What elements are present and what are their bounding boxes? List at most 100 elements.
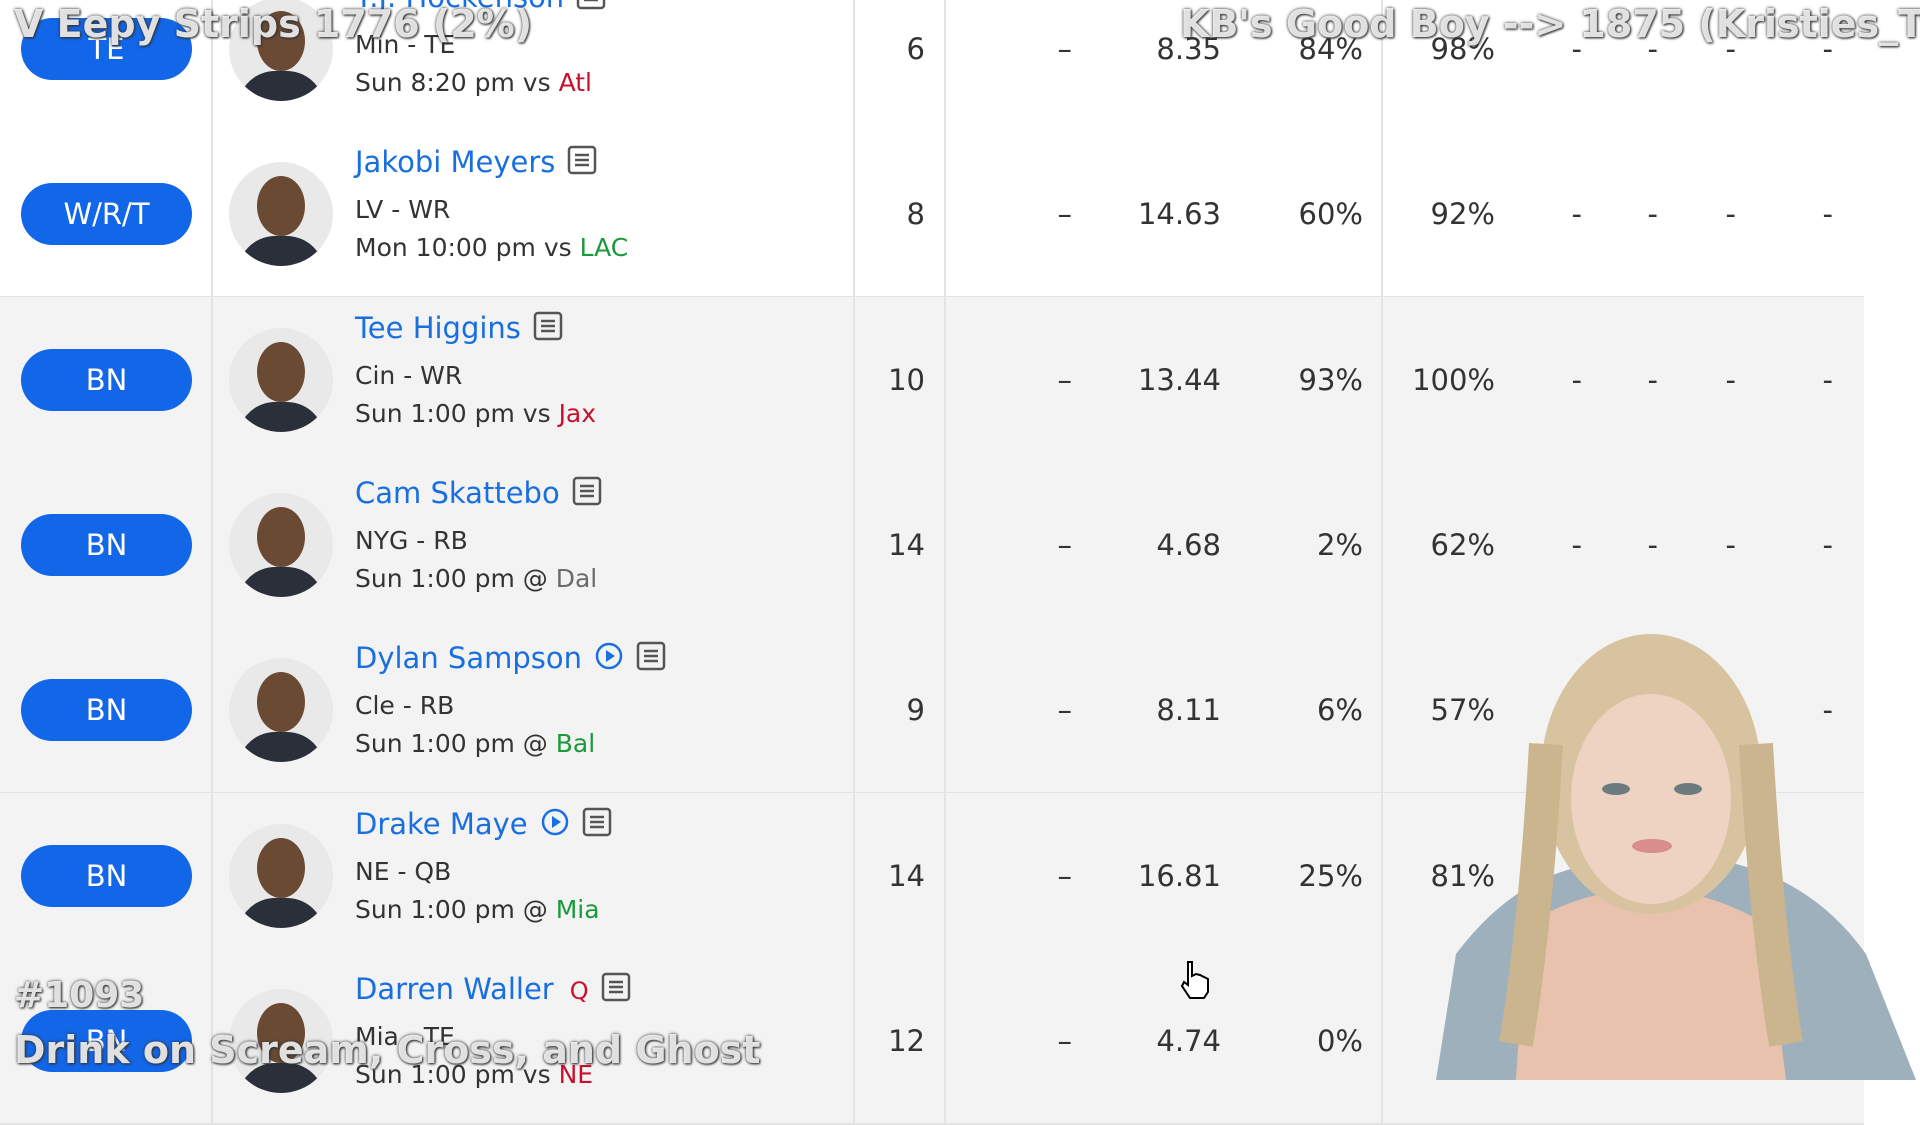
player-name[interactable]: Jakobi Meyers (355, 145, 556, 179)
percent-start: 93% (1298, 363, 1363, 397)
placeholder: – (1057, 528, 1073, 562)
player-name[interactable]: Drake Maye (355, 807, 528, 841)
percent-rostered: 92% (1430, 197, 1495, 231)
slot-button[interactable]: W/R/T (21, 183, 192, 245)
player-avatar (229, 493, 333, 597)
column-divider (1381, 793, 1383, 958)
slot-button[interactable]: BN (21, 349, 192, 411)
stat-placeholder: - (1571, 32, 1582, 66)
column-divider (944, 793, 946, 958)
game-separator: vs (522, 399, 551, 428)
rank: 8 (906, 197, 925, 231)
game-separator: @ (522, 729, 548, 758)
game-separator: vs (543, 233, 572, 262)
column-divider (944, 131, 946, 296)
placeholder: – (1057, 1024, 1073, 1058)
overlay-text: KB's Good Boy --> 1875 (Kristies_Ty) (1180, 2, 1920, 46)
stat-placeholder: - (1725, 32, 1736, 66)
column-divider (211, 131, 213, 296)
player-name[interactable]: Tee Higgins (355, 311, 521, 345)
player-name-line: Tee Higgins (355, 311, 563, 345)
team-position: Mia - TE (355, 1022, 455, 1051)
player-name[interactable]: Cam Skattebo (355, 476, 560, 510)
team-position: Cin - WR (355, 361, 463, 390)
player-name[interactable]: Darren Waller (355, 972, 554, 1006)
slot-button[interactable]: BN (21, 514, 192, 576)
percent-rostered: 100% (1412, 363, 1495, 397)
column-divider (853, 0, 855, 131)
stat-placeholder: - (1647, 32, 1658, 66)
player-name-line: Drake Maye (355, 807, 612, 841)
game-info: Sun 1:00 pm vs Jax (355, 399, 596, 428)
percent-start: 84% (1298, 32, 1363, 66)
column-divider (211, 297, 213, 462)
rank: 12 (888, 1024, 925, 1058)
projection: 13.44 (1137, 363, 1221, 397)
column-divider (211, 627, 213, 792)
projection: 8.35 (1156, 32, 1221, 66)
opponent: Atl (558, 68, 592, 97)
player-name-line: Cam Skattebo (355, 476, 602, 510)
column-divider (944, 462, 946, 627)
opponent: Bal (555, 729, 596, 758)
column-divider (853, 297, 855, 462)
game-separator: @ (522, 895, 548, 924)
projection: 4.68 (1156, 528, 1221, 562)
opponent: Mia (555, 895, 600, 924)
column-divider (1381, 958, 1383, 1123)
player-avatar (229, 328, 333, 432)
column-divider (1381, 462, 1383, 627)
percent-start: 60% (1298, 197, 1363, 231)
player-avatar (229, 658, 333, 762)
column-divider (853, 958, 855, 1123)
column-divider (1381, 0, 1383, 131)
slot-button[interactable]: BN (21, 679, 192, 741)
player-name-line: Dylan Sampson (355, 641, 666, 675)
player-row: BN Cam Skattebo NYG - RB Sun 1:00 pm @ Dal 1… (0, 462, 1864, 629)
column-divider (944, 627, 946, 792)
game-info: Sun 1:00 pm @ Bal (355, 729, 595, 758)
player-name-line: Darren Waller Q (355, 972, 631, 1006)
player-row: BN Tee Higgins Cin - WR Sun 1:00 pm vs Jax 1… (0, 297, 1864, 464)
percent-start: 25% (1298, 859, 1363, 893)
percent-rostered: 98% (1430, 32, 1495, 66)
opponent: LAC (579, 233, 629, 262)
placeholder: – (1057, 363, 1073, 397)
team-position: NE - QB (355, 857, 452, 886)
slot-button[interactable]: BN (21, 1010, 192, 1072)
player-row: BN Dylan Sampson Cle - RB Sun 1:00 pm @ Bal… (0, 627, 1864, 794)
stat-placeholder: - (1725, 528, 1736, 562)
overlay-text: #1093 (14, 975, 145, 1016)
game-time: Sun 1:00 pm (355, 564, 515, 593)
percent-rostered: 57% (1430, 693, 1495, 727)
stat-placeholder: - (1647, 363, 1658, 397)
game-time: Sun 8:20 pm (355, 68, 515, 97)
stat-placeholder: - (1571, 528, 1582, 562)
game-info: Sun 8:20 pm vs Atl (355, 68, 592, 97)
column-divider (211, 0, 213, 131)
column-divider (853, 131, 855, 296)
player-name[interactable]: Dylan Sampson (355, 641, 582, 675)
slot-button[interactable]: TE (21, 18, 192, 80)
slot-button[interactable]: BN (21, 845, 192, 907)
game-time: Sun 1:00 pm (355, 729, 515, 758)
player-name[interactable]: T.J. Hockenson (355, 0, 564, 14)
opponent: Dal (555, 564, 598, 593)
player-name-line: T.J. Hockenson (355, 0, 606, 14)
overlay-text: Drink on Scream, Cross, and Ghost (14, 1028, 761, 1072)
column-divider (853, 627, 855, 792)
team-position: Min - TE (355, 30, 456, 59)
rank: 14 (888, 528, 925, 562)
percent-start: 2% (1316, 528, 1363, 562)
column-divider (211, 793, 213, 958)
game-separator: @ (522, 564, 548, 593)
stat-placeholder: - (1571, 363, 1582, 397)
rank: 9 (906, 693, 925, 727)
projection: 16.81 (1137, 859, 1221, 893)
webcam-overlay (1436, 634, 1916, 1080)
team-position: LV - WR (355, 195, 451, 224)
percent-rostered: 81% (1430, 859, 1495, 893)
game-separator: vs (522, 68, 551, 97)
column-divider (1381, 627, 1383, 792)
stat-placeholder: - (1647, 197, 1658, 231)
